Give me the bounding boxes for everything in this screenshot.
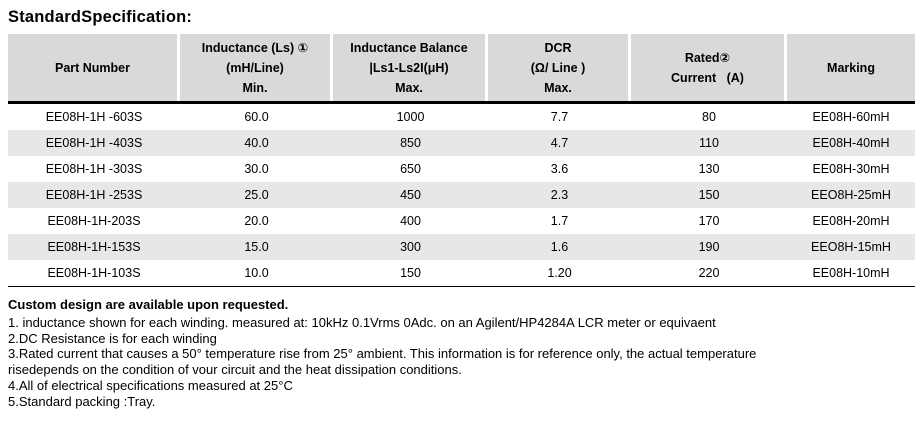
cell-rated-current: 110 xyxy=(699,135,719,150)
cell-part-number: EE08H-1H-153S xyxy=(47,239,141,254)
page-title: StandardSpecification: xyxy=(8,8,193,26)
cell-rated-current: 190 xyxy=(698,239,720,254)
table-body: EE08H-1H -603S 60.0 1000 7.7 80 EE08H-60… xyxy=(8,103,915,286)
note-line-1: 1. inductance shown for each winding. me… xyxy=(8,315,716,330)
notes-section: Custom design are available upon request… xyxy=(8,297,918,409)
cell-dcr: 2.3 xyxy=(550,187,569,202)
cell-part-number: EE08H-1H -603S xyxy=(45,109,143,124)
cell-rated-current: 150 xyxy=(698,187,720,202)
cell-inductance: 60.0 xyxy=(244,109,269,124)
cell-part-number: EE08H-1H-103S xyxy=(47,265,141,280)
table-row: EE08H-1H -303S 30.0 650 3.6 130 EE08H-30… xyxy=(8,155,915,182)
cell-rated-current: 130 xyxy=(698,161,720,176)
cell-inductance-balance: 150 xyxy=(400,265,421,280)
table-row: EE08H-1H-153S 15.0 300 1.6 190 EEO8H-15m… xyxy=(8,233,915,260)
cell-inductance: 20.0 xyxy=(244,213,269,228)
cell-inductance-balance: 1000 xyxy=(396,109,425,124)
note-line-3-continued: risedepends on the condition of vour cir… xyxy=(8,362,462,378)
cell-marking: EE08H-30mH xyxy=(812,161,890,176)
cell-inductance: 30.0 xyxy=(244,161,269,176)
column-header-marking: Marking xyxy=(787,34,915,101)
cell-dcr: 1.7 xyxy=(550,213,569,228)
notes-heading: Custom design are available upon request… xyxy=(8,297,289,312)
cell-part-number: EE08H-1H -303S xyxy=(45,161,143,176)
cell-inductance: 10.0 xyxy=(244,265,269,280)
specification-table: Part Number Inductance (Ls) ① (mH/Line) … xyxy=(8,34,915,287)
cell-dcr: 7.7 xyxy=(550,109,569,124)
table-row: EE08H-1H -253S 25.0 450 2.3 150 EEO8H-25… xyxy=(8,181,915,208)
cell-inductance: 25.0 xyxy=(244,187,269,202)
cell-inductance: 40.0 xyxy=(244,135,269,150)
cell-part-number: EE08H-1H-203S xyxy=(47,213,141,228)
table-row: EE08H-1H-103S 10.0 150 1.20 220 EE08H-10… xyxy=(8,259,915,286)
cell-marking: EE08H-60mH xyxy=(812,109,890,124)
note-line-5: 5.Standard packing :Tray. xyxy=(8,393,156,409)
column-header-inductance-balance: Inductance Balance |Ls1-Ls2I(μH) Max. xyxy=(333,34,488,101)
column-header-rated-current: Rated② Current (A) xyxy=(631,34,787,101)
cell-marking: EEO8H-15mH xyxy=(811,239,891,254)
note-line-3: 3.Rated current that causes a 50° temper… xyxy=(8,346,757,362)
table-row: EE08H-1H-203S 20.0 400 1.7 170 EE08H-20m… xyxy=(8,207,915,234)
cell-marking: EE08H-10mH xyxy=(812,265,890,280)
table-row: EE08H-1H -403S 40.0 850 4.7 110 EE08H-40… xyxy=(8,129,915,156)
table-bottom-rule xyxy=(8,285,915,287)
cell-rated-current: 170 xyxy=(698,213,720,228)
table-header-row: Part Number Inductance (Ls) ① (mH/Line) … xyxy=(8,34,915,101)
cell-marking: EE08H-40mH xyxy=(812,135,890,150)
cell-inductance: 15.0 xyxy=(244,239,269,254)
cell-inductance-balance: 450 xyxy=(400,187,421,202)
cell-inductance-balance: 300 xyxy=(400,239,421,254)
cell-inductance-balance: 850 xyxy=(400,135,421,150)
cell-marking: EEO8H-25mH xyxy=(811,187,891,202)
header-divider-rule xyxy=(8,101,915,104)
column-header-dcr: DCR (Ω/ Line ) Max. xyxy=(488,34,631,101)
table-row: EE08H-1H -603S 60.0 1000 7.7 80 EE08H-60… xyxy=(8,103,915,130)
cell-part-number: EE08H-1H -253S xyxy=(45,187,143,202)
note-line-2: 2.DC Resistance is for each winding xyxy=(8,330,217,346)
cell-inductance-balance: 650 xyxy=(400,161,421,176)
cell-dcr: 1.6 xyxy=(550,239,569,254)
column-header-part-number: Part Number xyxy=(8,34,180,101)
cell-part-number: EE08H-1H -403S xyxy=(45,135,143,150)
column-header-inductance: Inductance (Ls) ① (mH/Line) Min. xyxy=(180,34,333,101)
note-line-4: 4.All of electrical specifications measu… xyxy=(8,377,293,393)
cell-rated-current: 80 xyxy=(702,109,716,124)
cell-dcr: 4.7 xyxy=(550,135,569,150)
cell-dcr: 1.20 xyxy=(547,265,572,280)
cell-dcr: 3.6 xyxy=(550,161,569,176)
cell-marking: EE08H-20mH xyxy=(812,213,890,228)
cell-inductance-balance: 400 xyxy=(400,213,421,228)
cell-rated-current: 220 xyxy=(698,265,720,280)
